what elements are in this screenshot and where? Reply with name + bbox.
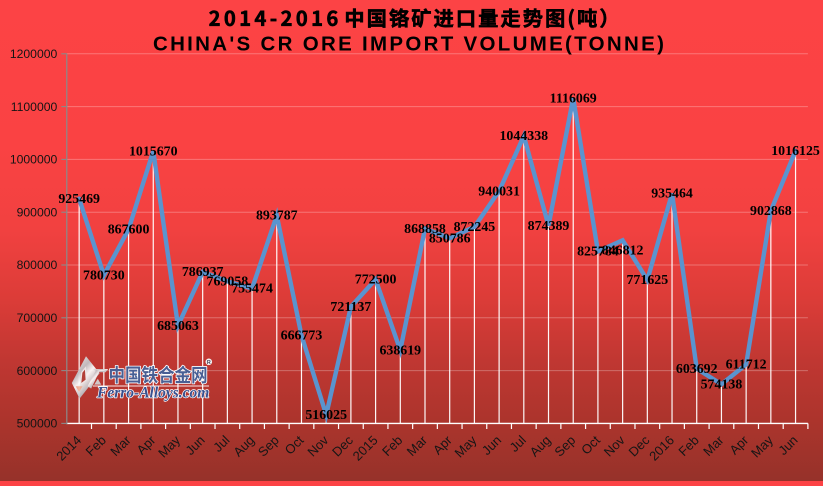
svg-text:CHINA'S CR ORE IMPORT VOLUME(T: CHINA'S CR ORE IMPORT VOLUME(TONNE) xyxy=(153,32,666,55)
svg-text:Nov: Nov xyxy=(601,432,628,459)
svg-text:825784: 825784 xyxy=(577,245,619,260)
svg-text:Jul: Jul xyxy=(507,432,529,454)
svg-text:893787: 893787 xyxy=(256,209,298,224)
svg-text:2014: 2014 xyxy=(53,433,84,464)
svg-text:Jun: Jun xyxy=(775,433,800,458)
svg-text:935464: 935464 xyxy=(651,187,693,202)
svg-text:700000: 700000 xyxy=(17,311,58,325)
svg-text:786937: 786937 xyxy=(182,265,224,280)
svg-text:902868: 902868 xyxy=(750,204,792,219)
svg-text:May: May xyxy=(155,432,183,460)
svg-text:Apr: Apr xyxy=(726,432,751,457)
svg-text:Mar: Mar xyxy=(107,432,134,459)
svg-text:611712: 611712 xyxy=(726,358,767,373)
svg-text:Sep: Sep xyxy=(255,433,282,460)
svg-text:516025: 516025 xyxy=(305,408,347,423)
svg-text:1044338: 1044338 xyxy=(499,129,548,144)
svg-text:Aug: Aug xyxy=(527,433,554,460)
svg-text:940031: 940031 xyxy=(478,184,520,199)
svg-text:771625: 771625 xyxy=(626,273,668,288)
svg-text:603692: 603692 xyxy=(676,362,718,377)
svg-text:Feb: Feb xyxy=(379,433,405,459)
svg-text:Apr: Apr xyxy=(430,432,455,457)
svg-text:R: R xyxy=(207,360,211,366)
svg-text:Jul: Jul xyxy=(210,432,232,454)
svg-text:Mar: Mar xyxy=(700,432,727,459)
svg-text:755474: 755474 xyxy=(231,282,273,297)
svg-text:850786: 850786 xyxy=(429,231,471,246)
svg-text:1016125: 1016125 xyxy=(771,144,820,159)
svg-text:867600: 867600 xyxy=(108,223,150,238)
svg-text:2015: 2015 xyxy=(350,433,381,464)
svg-text:800000: 800000 xyxy=(17,258,58,272)
svg-text:Feb: Feb xyxy=(83,433,109,459)
svg-text:872245: 872245 xyxy=(454,220,496,235)
svg-text:721137: 721137 xyxy=(330,300,371,315)
svg-text:846812: 846812 xyxy=(602,244,644,259)
svg-text:2016: 2016 xyxy=(646,433,677,464)
svg-text:Mar: Mar xyxy=(404,432,431,459)
svg-text:Sep: Sep xyxy=(551,433,578,460)
svg-text:May: May xyxy=(748,432,776,460)
svg-text:574138: 574138 xyxy=(701,377,743,392)
svg-text:Jun: Jun xyxy=(479,433,504,458)
svg-text:769058: 769058 xyxy=(207,275,249,290)
svg-text:Aug: Aug xyxy=(230,433,257,460)
svg-text:780730: 780730 xyxy=(83,268,125,283)
svg-text:Oct: Oct xyxy=(578,432,603,457)
svg-text:1015670: 1015670 xyxy=(129,144,178,159)
svg-text:1000000: 1000000 xyxy=(10,153,58,167)
svg-text:Ferro-Alloys.com: Ferro-Alloys.com xyxy=(96,385,209,402)
svg-text:638619: 638619 xyxy=(379,343,421,358)
svg-text:874389: 874389 xyxy=(528,219,570,234)
svg-text:1116069: 1116069 xyxy=(550,91,597,106)
svg-text:Jun: Jun xyxy=(182,433,207,458)
svg-text:1100000: 1100000 xyxy=(11,100,58,114)
svg-text:Oct: Oct xyxy=(282,432,307,457)
svg-text:Apr: Apr xyxy=(133,432,158,457)
svg-text:500000: 500000 xyxy=(17,417,58,431)
svg-text:1200000: 1200000 xyxy=(10,47,58,61)
svg-text:868858: 868858 xyxy=(404,222,446,237)
svg-text:925469: 925469 xyxy=(58,192,100,207)
svg-text:May: May xyxy=(452,432,480,460)
svg-text:685063: 685063 xyxy=(157,319,199,334)
svg-text:Feb: Feb xyxy=(675,433,701,459)
svg-text:666773: 666773 xyxy=(281,329,323,344)
svg-text:772500: 772500 xyxy=(355,273,397,288)
svg-text:900000: 900000 xyxy=(17,205,58,219)
svg-text:600000: 600000 xyxy=(17,364,58,378)
svg-text:Nov: Nov xyxy=(304,432,331,459)
